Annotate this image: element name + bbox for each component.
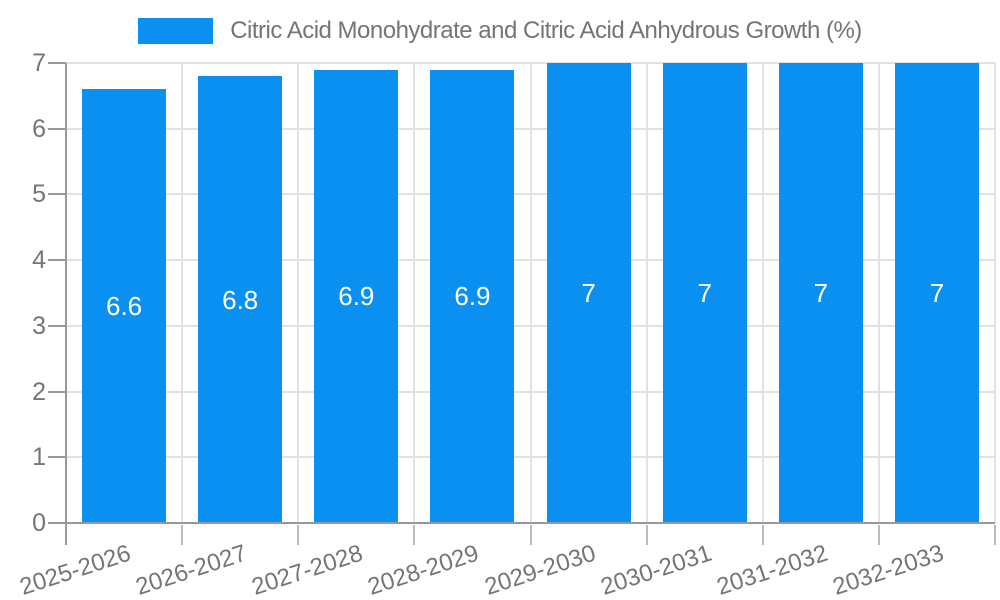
y-tick xyxy=(48,193,66,196)
y-axis-line xyxy=(65,63,67,545)
y-axis-label: 6 xyxy=(32,114,46,143)
bar-2030-2031[interactable] xyxy=(662,63,747,523)
x-gridline xyxy=(297,63,300,523)
x-tick xyxy=(645,525,648,545)
bar-value-label: 6.8 xyxy=(222,284,259,315)
y-tick xyxy=(48,390,66,393)
bar-2029-2030[interactable] xyxy=(546,63,631,523)
chart-legend[interactable]: Citric Acid Monohydrate and Citric Acid … xyxy=(0,17,1000,45)
y-axis-label: 1 xyxy=(32,443,46,472)
bar-2026-2027[interactable] xyxy=(198,76,283,523)
bar-value-label: 6.9 xyxy=(454,281,491,312)
x-axis-line xyxy=(48,522,995,524)
y-tick xyxy=(48,127,66,130)
y-axis-label: 2 xyxy=(32,377,46,406)
x-gridline xyxy=(877,63,880,523)
x-gridline xyxy=(529,63,532,523)
bar-2028-2029[interactable] xyxy=(430,69,515,523)
y-tick xyxy=(48,259,66,262)
y-axis-label: 4 xyxy=(32,246,46,275)
y-axis-label: 0 xyxy=(32,509,46,537)
bar-2032-2033[interactable] xyxy=(894,63,979,523)
x-tick xyxy=(181,525,184,545)
x-tick xyxy=(994,525,996,545)
x-tick xyxy=(297,525,300,545)
bar-2031-2032[interactable] xyxy=(778,63,863,523)
x-tick xyxy=(761,525,764,545)
x-tick xyxy=(877,525,880,545)
bar-value-label: 7 xyxy=(697,278,712,308)
bar-value-label: 7 xyxy=(929,278,945,308)
y-tick xyxy=(48,456,66,459)
legend-label: Citric Acid Monohydrate and Citric Acid … xyxy=(230,17,862,44)
y-axis-label: 3 xyxy=(32,311,46,340)
bar-2025-2026[interactable] xyxy=(82,89,167,523)
bar-value-label: 6.6 xyxy=(105,291,143,322)
x-gridline xyxy=(994,63,996,523)
y-axis-label: 5 xyxy=(32,180,46,209)
y-tick xyxy=(48,324,66,327)
bar-value-label: 6.9 xyxy=(338,281,375,312)
x-gridline xyxy=(645,63,648,523)
y-tick xyxy=(48,62,66,64)
bar-value-label: 7 xyxy=(813,278,829,308)
x-tick xyxy=(413,525,416,545)
x-gridline xyxy=(181,63,184,523)
x-gridline xyxy=(413,63,416,523)
bar-2027-2028[interactable] xyxy=(314,69,399,523)
y-axis-label: 7 xyxy=(32,49,46,77)
x-gridline xyxy=(761,63,764,523)
legend-swatch xyxy=(138,18,214,44)
x-tick xyxy=(529,525,532,545)
bar-value-label: 7 xyxy=(581,278,596,308)
